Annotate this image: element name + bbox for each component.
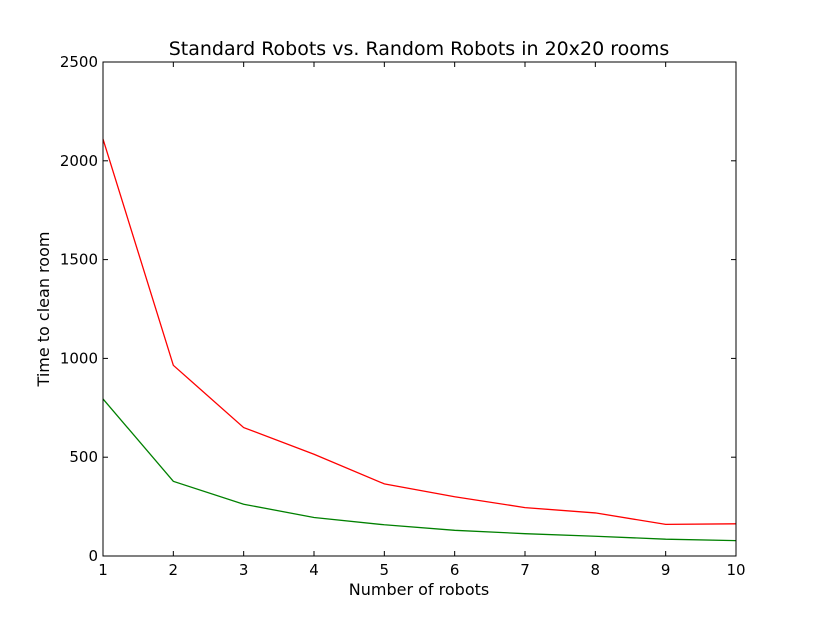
series-layer	[102, 138, 737, 542]
x-tick-label: 7	[520, 561, 530, 579]
tick-layer: 1 2 3 4 5 6 7 8 9 10 0 500 1000 1500 2000 2500	[60, 53, 746, 579]
y-tick-label: 0	[88, 547, 98, 565]
x-tick-label: 6	[450, 561, 460, 579]
y-tick-label: 2000	[60, 152, 98, 170]
x-tick-label: 1	[98, 561, 108, 579]
series-line-1	[102, 138, 737, 526]
y-tick-label: 500	[69, 448, 98, 466]
x-axis-label: Number of robots	[349, 580, 489, 599]
chart-title: Standard Robots vs. Random Robots in 20x…	[169, 38, 670, 60]
x-tick-label: 9	[661, 561, 671, 579]
x-tick-label: 3	[239, 561, 249, 579]
x-tick-label: 8	[591, 561, 601, 579]
plot-frame	[102, 61, 737, 557]
x-tick-label: 5	[380, 561, 390, 579]
y-tick-label: 2500	[60, 53, 98, 71]
x-tick-label: 10	[726, 561, 745, 579]
y-axis-label: Time to clean room	[34, 232, 53, 388]
x-tick-label: 4	[309, 561, 319, 579]
y-tick-label: 1000	[60, 349, 98, 367]
x-tick-label: 2	[169, 561, 179, 579]
y-tick-label: 1500	[60, 251, 98, 269]
series-line-2	[102, 398, 737, 542]
